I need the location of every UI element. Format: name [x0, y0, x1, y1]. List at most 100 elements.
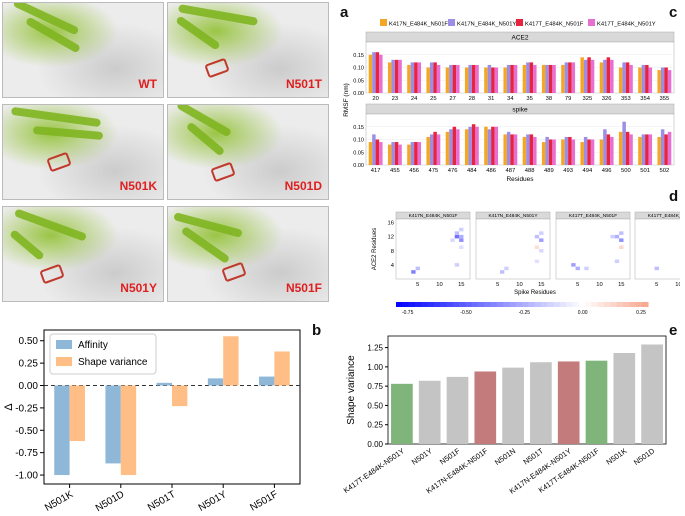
bar — [471, 124, 476, 165]
colorbar-tick-label: -0.50 — [460, 310, 472, 316]
colorbar-segment — [610, 302, 617, 307]
bar — [414, 62, 418, 93]
x-tick-label: 489 — [544, 168, 554, 174]
heat-cell — [539, 249, 544, 253]
bar — [464, 67, 469, 93]
x-tick-label: 10 — [436, 282, 442, 288]
y-axis-label: Δ — [3, 403, 15, 411]
bar — [375, 52, 380, 93]
bar — [645, 64, 649, 93]
y-tick-label: 0.25 — [367, 421, 383, 430]
bar — [613, 352, 636, 444]
colorbar-segment — [629, 302, 636, 307]
facet-title: K417T_E484K_N501Y — [648, 213, 680, 219]
panel-letter-b: b — [312, 322, 322, 339]
colorbar-segment — [459, 302, 466, 307]
y-tick-label: 0.10 — [353, 138, 364, 144]
chart-e-shape-variance-bar-chart: 0.00 0.25 0.50 0.75 1.00 1.25 Shape variance K4… — [342, 335, 667, 496]
facet-title: K417N_E484K_N501F — [409, 213, 458, 219]
bar — [648, 67, 653, 93]
bar — [506, 64, 511, 93]
bar — [487, 129, 492, 165]
legend-swatch — [588, 19, 595, 26]
bar — [561, 64, 565, 93]
bar — [583, 136, 588, 165]
bar — [452, 126, 457, 165]
bar — [548, 139, 553, 165]
bar — [629, 64, 633, 93]
x-tick-label: 500 — [621, 168, 631, 174]
x-tick-label: 5 — [496, 282, 499, 288]
y-axis-label: ACE2 Residues — [372, 228, 378, 270]
y-tick-label: 0.50 — [19, 336, 39, 347]
bar — [660, 67, 665, 93]
x-tick-label: 502 — [660, 168, 670, 174]
structure-label: N501F — [285, 281, 322, 295]
bar — [568, 62, 572, 93]
bar — [648, 134, 653, 165]
colorbar-segment — [591, 302, 599, 307]
colorbar-segment — [540, 302, 548, 307]
y-tick-label: 0.25 — [19, 359, 39, 370]
x-tick-label: N501D — [94, 489, 126, 514]
x-tick-label: 28 — [469, 96, 475, 102]
structure-n501d: N501D — [167, 104, 329, 200]
bar — [368, 142, 373, 165]
bar — [603, 59, 607, 93]
x-tick-label: 496 — [602, 168, 612, 174]
y-tick-label: 0.00 — [19, 381, 39, 392]
y-tick-label: 16 — [388, 221, 394, 227]
x-tick-label: 20 — [372, 96, 378, 102]
x-tick-label: N501F — [248, 489, 279, 514]
bar — [491, 67, 495, 93]
heat-cell — [459, 234, 464, 239]
y-tick-label: 0.75 — [367, 382, 383, 391]
bar — [606, 57, 611, 93]
x-tick-label: 476 — [448, 168, 458, 174]
heat-cell — [459, 238, 464, 242]
bar — [445, 67, 450, 93]
colorbar-tick-label: 0.25 — [636, 310, 646, 316]
heat-cell — [459, 227, 464, 232]
bar — [522, 64, 527, 93]
colorbar-segment — [509, 302, 517, 307]
colorbar-segment — [534, 302, 542, 307]
bar — [398, 59, 402, 93]
x-axis-label: Spike Residues — [514, 290, 556, 296]
x-tick-label: 27 — [449, 96, 455, 102]
x-tick-label: 326 — [602, 96, 612, 102]
heat-cell — [619, 238, 624, 242]
heat-cell — [539, 231, 544, 235]
y-tick-label: -0.25 — [15, 403, 38, 414]
bar — [529, 134, 534, 165]
bar — [541, 142, 546, 165]
bar — [375, 139, 380, 165]
bar — [414, 142, 418, 165]
bar — [456, 129, 460, 165]
bar — [410, 142, 415, 165]
bar — [259, 376, 275, 386]
x-tick-label: 493 — [563, 168, 573, 174]
colorbar-segment — [503, 302, 510, 307]
bar — [571, 139, 576, 165]
heat-cell — [454, 234, 460, 239]
x-tick-label: 325 — [583, 96, 593, 102]
y-tick-label: -0.50 — [15, 426, 38, 437]
heat-cell — [459, 245, 464, 249]
heat-cell — [614, 259, 620, 264]
bar — [590, 59, 595, 93]
colorbar-segment — [597, 302, 605, 307]
colorbar-segment — [402, 302, 410, 307]
bar — [548, 64, 553, 93]
y-tick-label: -1.00 — [15, 471, 38, 482]
bar — [394, 142, 399, 165]
facet-plot — [555, 218, 631, 280]
heat-cell — [454, 231, 460, 235]
facet-title: ACE2 — [512, 35, 529, 42]
bar — [625, 131, 630, 165]
bar — [503, 67, 507, 93]
x-tick-label: 10 — [675, 282, 680, 288]
colorbar-segment — [490, 302, 498, 307]
bar — [564, 62, 569, 93]
bar — [417, 62, 422, 93]
